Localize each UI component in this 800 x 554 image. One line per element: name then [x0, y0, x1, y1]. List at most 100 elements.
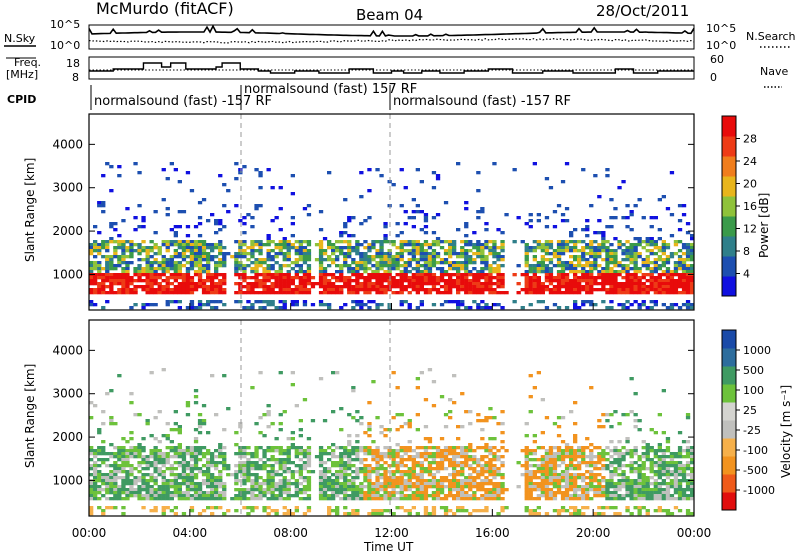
velocity-heatmap-cell	[141, 479, 146, 483]
power-heatmap-cell	[605, 291, 610, 295]
power-heatmap-cell	[359, 282, 364, 286]
velocity-heatmap-cell	[468, 443, 473, 447]
velocity-heatmap-cell	[351, 458, 356, 462]
velocity-heatmap-cell	[443, 425, 449, 429]
velocity-heatmap-cell	[448, 458, 453, 462]
power-heatmap-cell	[536, 285, 541, 289]
velocity-heatmap-cell	[496, 467, 501, 471]
velocity-heatmap-cell	[93, 467, 98, 471]
velocity-heatmap-cell	[149, 509, 154, 513]
velocity-heatmap-cell	[250, 491, 255, 495]
power-heatmap-cell	[629, 279, 634, 283]
velocity-heatmap-cell	[407, 488, 412, 492]
power-heatmap-cell	[97, 246, 102, 250]
power-heatmap-cell	[185, 225, 191, 229]
power-heatmap-cell	[266, 273, 271, 277]
velocity-heatmap-cell	[101, 488, 106, 492]
power-heatmap-cell	[415, 273, 420, 277]
velocity-heatmap-cell	[637, 419, 642, 423]
velocity-heatmap-cell	[625, 449, 630, 453]
freq-series	[89, 62, 694, 74]
velocity-heatmap-cell	[117, 488, 122, 492]
power-heatmap-cell	[278, 300, 283, 304]
velocity-heatmap-cell	[367, 449, 372, 453]
power-heatmap-cell	[548, 267, 554, 271]
power-heatmap-cell	[93, 303, 98, 307]
velocity-heatmap-cell	[399, 497, 404, 501]
power-heatmap-cell	[480, 252, 485, 256]
velocity-heatmap-cell	[633, 482, 638, 486]
power-heatmap-cell	[581, 285, 586, 289]
velocity-heatmap-cell	[161, 479, 166, 483]
power-heatmap-cell	[625, 258, 630, 262]
velocity-heatmap-cell	[250, 473, 255, 477]
power-heatmap-cell	[552, 249, 558, 253]
power-heatmap-cell	[423, 216, 429, 220]
velocity-heatmap-cell	[193, 467, 199, 471]
power-heatmap-cell	[661, 279, 666, 283]
velocity-heatmap-cell	[528, 491, 533, 495]
velocity-heatmap-cell	[193, 455, 199, 459]
power-heatmap-cell	[238, 255, 243, 259]
power-heatmap-cell	[218, 174, 223, 178]
velocity-heatmap-cell	[528, 494, 533, 498]
power-heatmap-cell	[625, 255, 630, 259]
velocity-heatmap-cell	[403, 485, 408, 489]
velocity-heatmap-cell	[193, 458, 199, 462]
velocity-heatmap-cell	[129, 470, 134, 474]
velocity-heatmap-cell	[238, 455, 243, 459]
power-heatmap-cell	[282, 255, 287, 259]
velocity-heatmap-cell	[488, 491, 493, 495]
power-heatmap-cell	[185, 288, 191, 292]
power-heatmap-cell	[657, 279, 662, 283]
velocity-heatmap-cell	[302, 491, 308, 495]
velocity-heatmap-cell	[343, 488, 348, 492]
velocity-heatmap-cell	[206, 494, 211, 498]
velocity-heatmap-cell	[653, 509, 658, 513]
velocity-heatmap-cell	[645, 488, 650, 492]
velocity-heatmap-cell	[165, 446, 170, 450]
power-heatmap-cell	[133, 249, 138, 253]
velocity-heatmap-cell	[125, 449, 130, 453]
power-heatmap-cell	[222, 252, 227, 256]
power-heatmap-cell	[339, 285, 344, 289]
velocity-heatmap-cell	[629, 494, 634, 498]
velocity-heatmap-cell	[560, 455, 566, 459]
power-heatmap-cell	[464, 225, 469, 229]
velocity-heatmap-cell	[93, 482, 98, 486]
velocity-heatmap-cell	[351, 464, 356, 468]
power-heatmap-cell	[625, 204, 630, 208]
power-heatmap-cell	[290, 276, 295, 280]
velocity-heatmap-cell	[371, 380, 376, 384]
velocity-heatmap-cell	[210, 452, 215, 456]
velocity-heatmap-cell	[375, 458, 380, 462]
velocity-heatmap-cell	[246, 458, 251, 462]
velocity-heatmap-cell	[306, 437, 312, 441]
power-heatmap-cell	[528, 303, 533, 307]
velocity-heatmap-cell	[564, 488, 570, 492]
velocity-heatmap-cell	[690, 488, 695, 492]
power-heatmap-cell	[548, 246, 554, 250]
velocity-heatmap-cell	[258, 467, 263, 471]
velocity-heatmap-cell	[391, 371, 396, 375]
power-heatmap-cell	[101, 240, 106, 244]
power-heatmap-cell	[294, 288, 299, 292]
velocity-heatmap-cell	[149, 434, 154, 438]
power-heatmap-cell	[419, 279, 424, 283]
power-heatmap-cell	[617, 291, 622, 295]
power-heatmap-cell	[222, 303, 227, 307]
power-heatmap-cell	[468, 261, 473, 265]
power-heatmap-cell	[339, 234, 344, 238]
velocity-heatmap-cell	[89, 473, 94, 477]
power-heatmap-cell	[125, 288, 130, 292]
power-heatmap-cell	[262, 276, 267, 280]
velocity-heatmap-cell	[500, 488, 505, 492]
velocity-heatmap-cell	[625, 506, 630, 510]
power-heatmap-cell	[468, 243, 473, 247]
velocity-heatmap-cell	[181, 470, 187, 474]
velocity-heatmap-cell	[391, 470, 396, 474]
x-tick-label-5: 20:00	[576, 526, 611, 540]
power-heatmap-cell	[472, 273, 477, 277]
velocity-heatmap-cell	[427, 452, 433, 456]
power-heatmap-cell	[423, 243, 429, 247]
